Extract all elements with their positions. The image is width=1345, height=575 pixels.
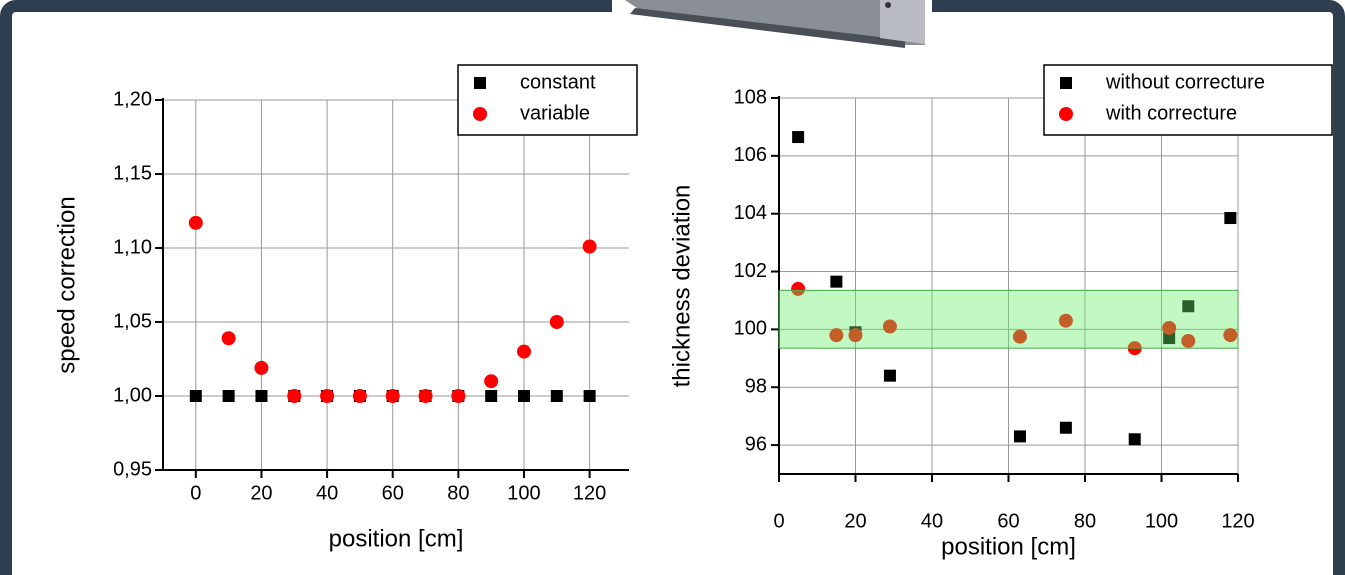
marker xyxy=(419,389,433,403)
x-tick-label: 100 xyxy=(507,482,540,504)
rail-image xyxy=(612,0,932,50)
legend-label: with correcture xyxy=(1105,102,1237,124)
x-tick-label: 100 xyxy=(1145,510,1178,532)
marker xyxy=(884,370,896,382)
marker xyxy=(190,390,202,402)
marker xyxy=(792,131,804,143)
marker xyxy=(1060,422,1072,434)
legend-label: variable xyxy=(520,102,590,124)
legend-marker xyxy=(473,107,487,121)
x-tick-label: 40 xyxy=(316,482,338,504)
marker xyxy=(386,389,400,403)
slide: 0 20 40 60 80 100 120 0,95 1,00 1,05 1,10 1,15 1,20 p… xyxy=(0,0,1345,575)
marker xyxy=(550,315,564,329)
y-tick-label: 0,95 xyxy=(113,458,152,480)
y-tick-label: 106 xyxy=(734,144,767,166)
legend-marker xyxy=(474,77,486,89)
y-tick-label: 1,10 xyxy=(113,236,152,258)
x-tick-label: 60 xyxy=(382,482,404,504)
marker xyxy=(222,331,236,345)
marker xyxy=(830,276,842,288)
legend-label: constant xyxy=(520,71,596,93)
marker xyxy=(255,390,267,402)
x-tick-label: 20 xyxy=(844,510,866,532)
marker xyxy=(518,390,530,402)
marker xyxy=(1224,212,1236,224)
x-tick-label: 40 xyxy=(921,510,943,532)
marker xyxy=(517,345,531,359)
marker xyxy=(1014,430,1026,442)
tolerance-band xyxy=(779,290,1238,348)
x-tick-label: 120 xyxy=(1221,510,1254,532)
x-tick-label: 60 xyxy=(997,510,1019,532)
marker xyxy=(320,389,334,403)
y-tick-label: 108 xyxy=(734,86,767,108)
marker xyxy=(484,374,498,388)
y-tick-label: 1,20 xyxy=(113,88,152,110)
marker xyxy=(485,390,497,402)
y-tick-label: 1,15 xyxy=(113,162,152,184)
marker xyxy=(287,389,301,403)
y-axis-label: thickness deviation xyxy=(668,185,695,388)
legend-marker xyxy=(1060,77,1072,89)
y-tick-label: 1,05 xyxy=(113,310,152,332)
marker xyxy=(223,390,235,402)
x-tick-label: 80 xyxy=(447,482,469,504)
x-tick-label: 0 xyxy=(190,482,201,504)
marker xyxy=(451,389,465,403)
x-axis-label: position [cm] xyxy=(329,525,464,552)
x-tick-label: 0 xyxy=(773,510,784,532)
marker xyxy=(353,389,367,403)
marker xyxy=(583,240,597,254)
y-tick-label: 1,00 xyxy=(113,384,152,406)
x-tick-label: 20 xyxy=(250,482,272,504)
marker xyxy=(584,390,596,402)
y-tick-label: 100 xyxy=(734,318,767,340)
legend-marker xyxy=(1059,107,1073,121)
x-tick-label: 80 xyxy=(1074,510,1096,532)
marker xyxy=(551,390,563,402)
legend-label: without correcture xyxy=(1105,71,1265,93)
y-tick-label: 102 xyxy=(734,260,767,282)
x-axis-label: position [cm] xyxy=(941,533,1076,560)
y-tick-label: 104 xyxy=(734,202,767,224)
y-tick-label: 96 xyxy=(745,433,767,455)
marker xyxy=(189,216,203,230)
marker xyxy=(1129,433,1141,445)
y-axis-label: speed correction xyxy=(53,196,80,373)
x-tick-label: 120 xyxy=(573,482,606,504)
y-tick-label: 98 xyxy=(745,376,767,398)
marker xyxy=(254,361,268,375)
